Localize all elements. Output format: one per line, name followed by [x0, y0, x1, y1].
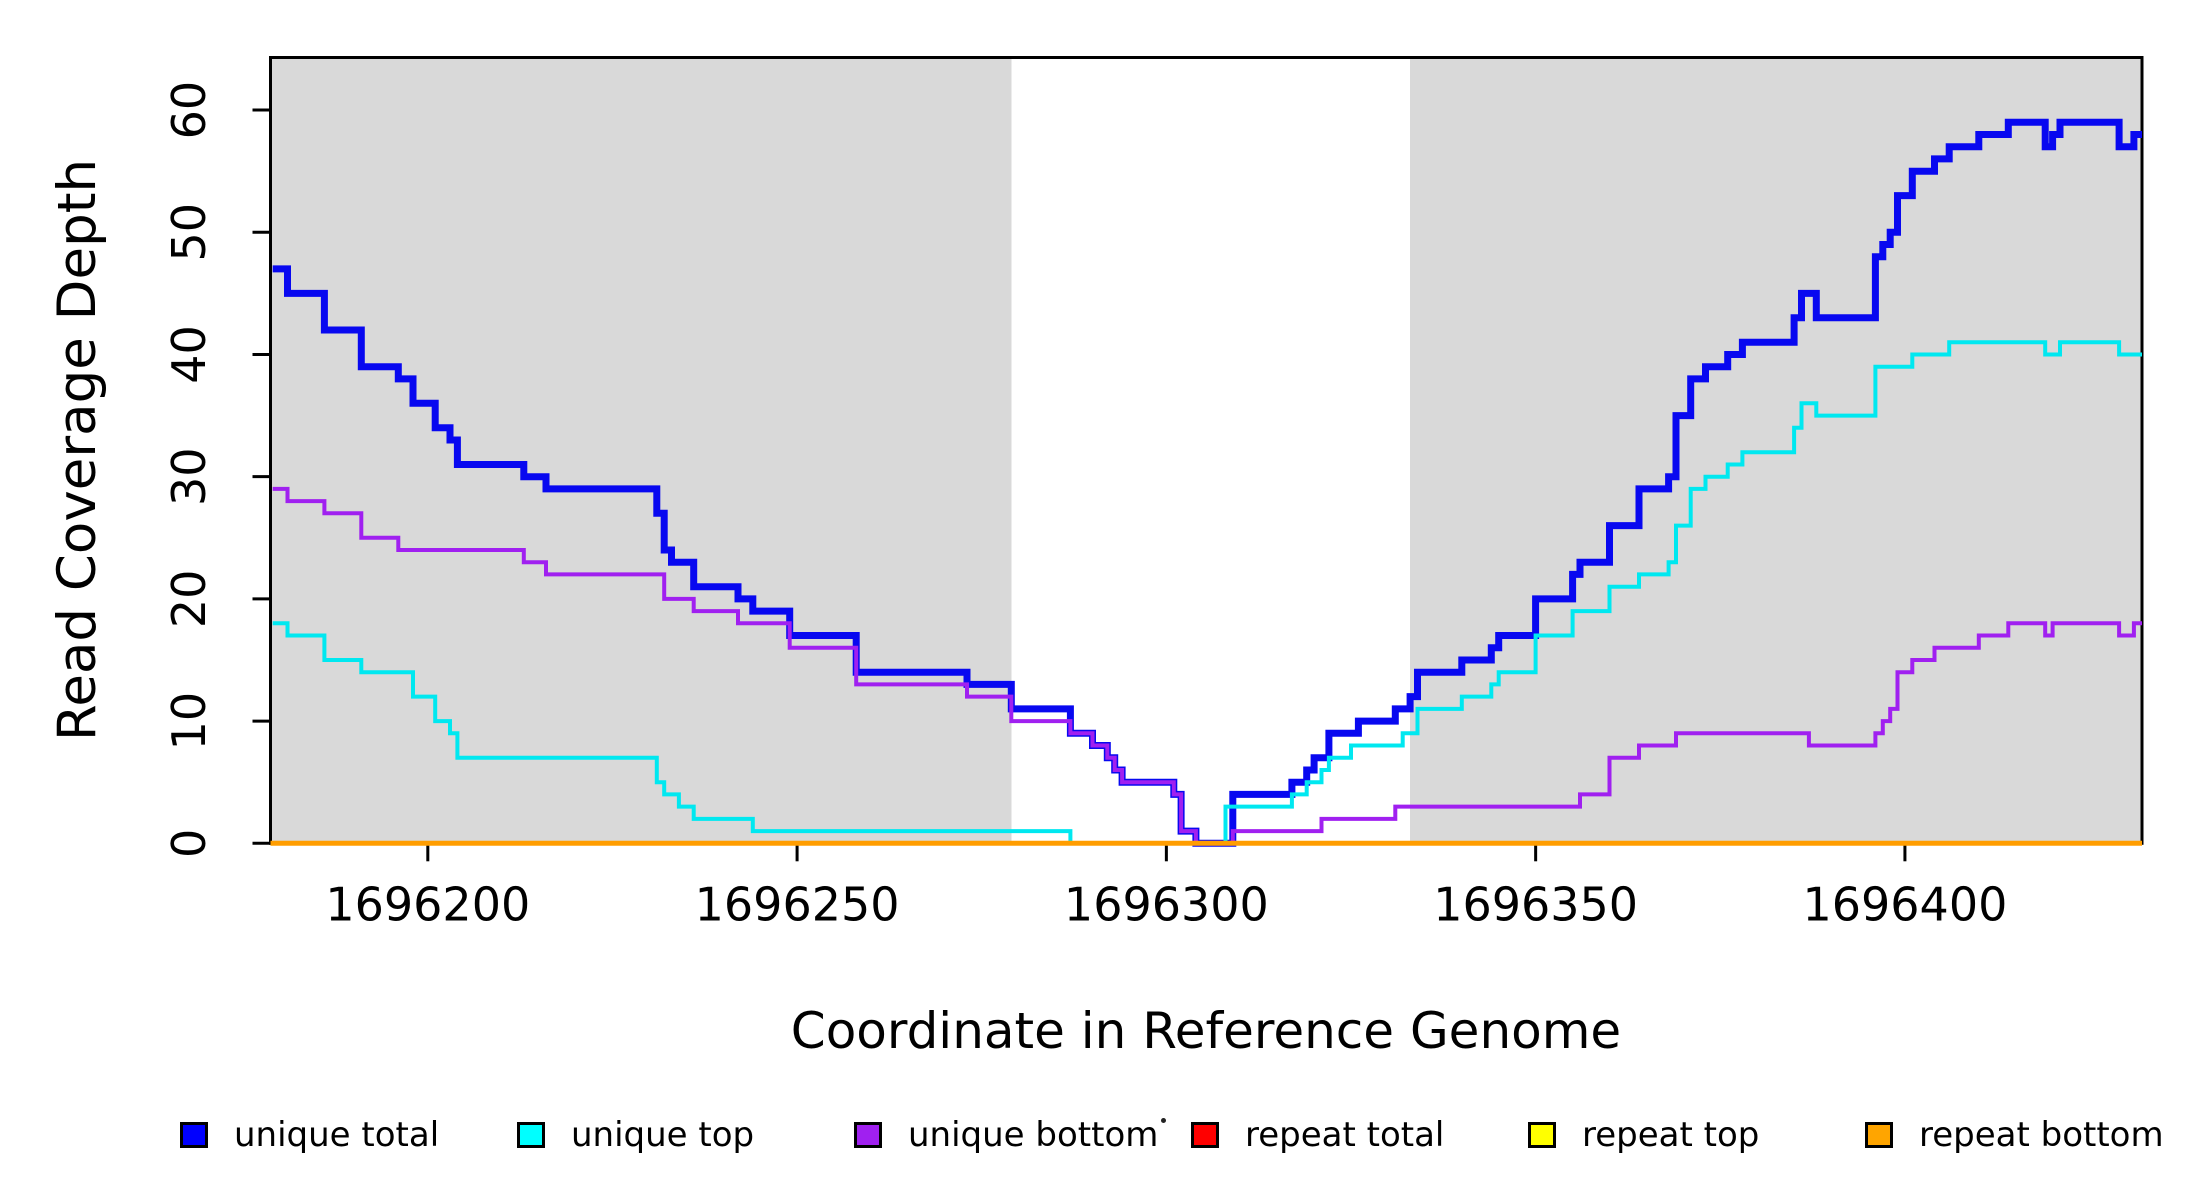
series-unique-bottom [272, 486, 2142, 846]
x-tick-label: 1696200 [325, 877, 530, 931]
y-axis-title: Read Coverage Depth [47, 159, 108, 741]
legend-swatch [1191, 1122, 1219, 1148]
legend-item-unique-bottom: unique bottom [854, 1115, 1159, 1155]
legend-label: unique bottom [908, 1115, 1159, 1155]
series-unique-total [272, 118, 2142, 847]
y-tick-label: 30 [162, 447, 216, 506]
series-unique-top [272, 340, 2142, 846]
x-tick-label: 1696400 [1802, 877, 2007, 931]
y-tick-label: 50 [162, 203, 216, 262]
legend-item-repeat-bottom: repeat bottom [1865, 1115, 2164, 1155]
shaded-region [270, 57, 1012, 844]
y-tick-label: 10 [162, 692, 216, 751]
legend-label: unique total [234, 1115, 440, 1155]
legend-swatch [180, 1122, 208, 1148]
legend-swatch [517, 1122, 545, 1148]
legend-label: unique top [571, 1115, 755, 1155]
legend-item-repeat-top: repeat top [1528, 1115, 1760, 1155]
legend-label: repeat total [1245, 1115, 1445, 1155]
x-tick-label: 1696350 [1433, 877, 1638, 931]
y-tick-label: 20 [162, 570, 216, 629]
legend-swatch [1528, 1122, 1556, 1148]
legend-item-unique-top: unique top [517, 1115, 755, 1155]
legend-item-repeat-total: repeat total [1191, 1115, 1445, 1155]
legend-swatch [1865, 1122, 1893, 1148]
x-axis-title: Coordinate in Reference Genome [791, 1002, 1621, 1060]
x-tick-label: 1696250 [695, 877, 900, 931]
legend-label: repeat bottom [1919, 1115, 2164, 1155]
y-tick-label: 0 [162, 829, 216, 858]
y-tick-label: 40 [162, 325, 216, 384]
x-tick-label: 1696300 [1064, 877, 1269, 931]
legend-swatch [854, 1122, 882, 1148]
stray-dot-artifact [1161, 1118, 1166, 1123]
legend-label: repeat top [1582, 1115, 1760, 1155]
legend-item-unique-total: unique total [180, 1115, 440, 1155]
y-tick-label: 60 [162, 81, 216, 140]
